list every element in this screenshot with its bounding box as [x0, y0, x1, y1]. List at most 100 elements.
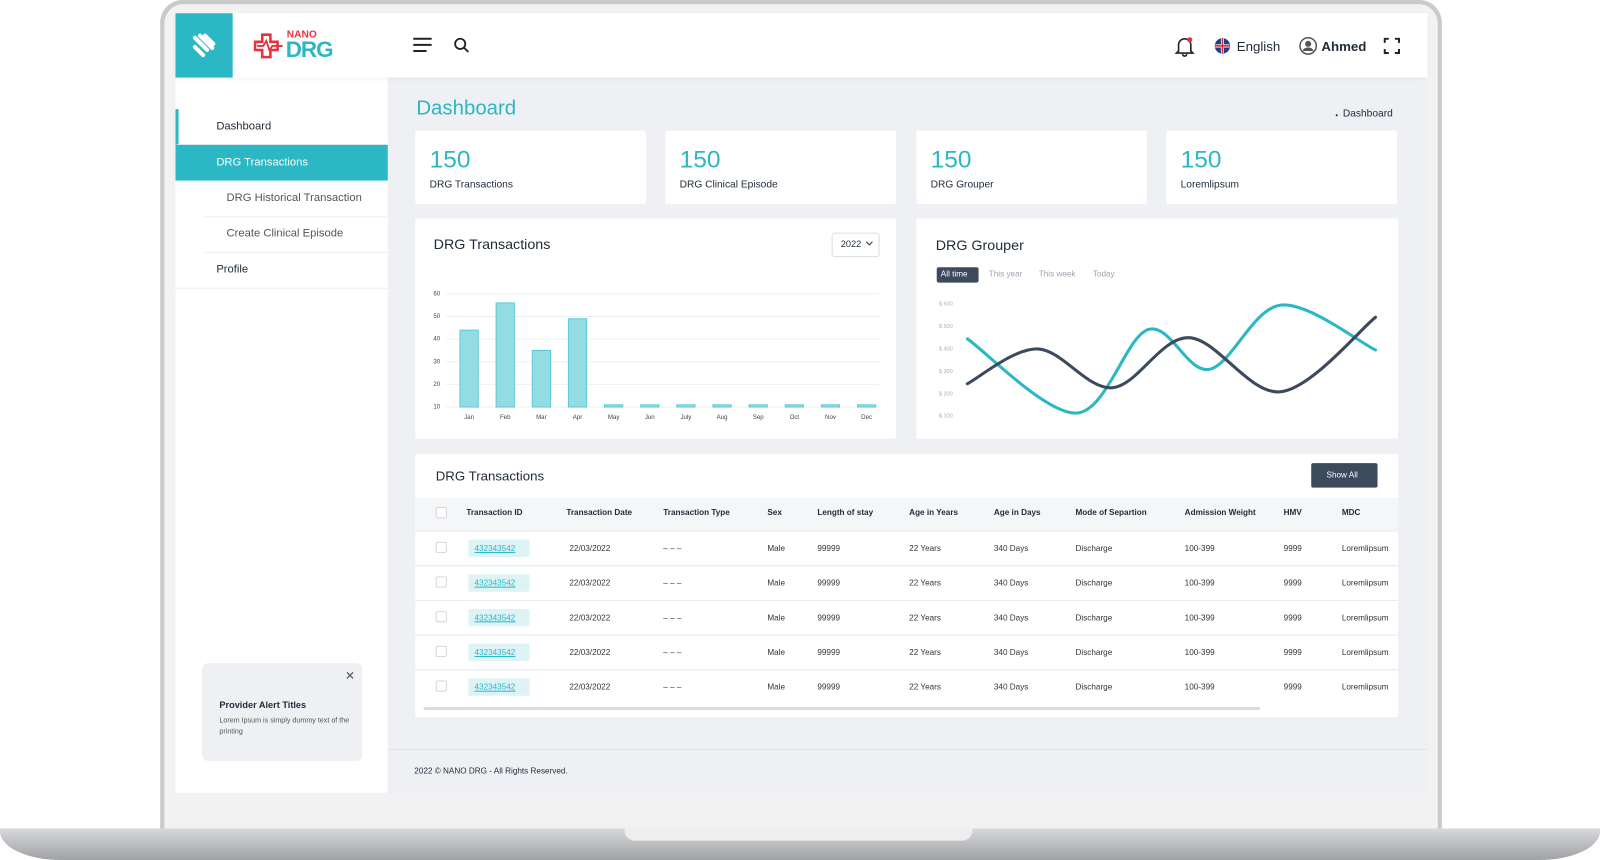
table-cell: Discharge — [1075, 647, 1113, 658]
table-cell: Male — [767, 543, 786, 553]
transaction-id-link[interactable]: 432343542 — [474, 578, 516, 588]
notification-icon[interactable] — [1173, 35, 1195, 57]
id-chip[interactable] — [468, 678, 530, 696]
row-divider — [415, 669, 1398, 671]
column-header[interactable]: HMV — [1283, 508, 1302, 518]
id-chip[interactable] — [468, 643, 530, 662]
table-panel — [415, 453, 1398, 718]
footer-line — [387, 748, 1428, 750]
logo-icon — [192, 33, 216, 58]
table-cell: Loremlipsum — [1341, 647, 1389, 658]
table-cell: – – – — [663, 543, 682, 553]
table-cell: 340 Days — [993, 682, 1029, 692]
table-scrollbar[interactable] — [423, 706, 1261, 711]
laptop-notch — [624, 828, 973, 841]
logo-square[interactable] — [175, 13, 233, 78]
transaction-id-link[interactable]: 432343542 — [474, 682, 516, 692]
submenu-item[interactable] — [204, 181, 388, 218]
column-header[interactable]: Transaction ID — [466, 508, 523, 518]
column-header[interactable]: Length of stay — [817, 508, 874, 518]
column-header[interactable]: MDC — [1341, 508, 1361, 518]
table-cell: 100-399 — [1184, 613, 1215, 623]
menu-label[interactable]: Profile — [216, 263, 249, 276]
row-checkbox[interactable] — [435, 680, 447, 692]
language[interactable]: English — [1236, 38, 1281, 55]
brand-small: NANO — [286, 29, 317, 41]
fullscreen-icon[interactable] — [1383, 37, 1400, 55]
submenu-item[interactable] — [204, 216, 388, 254]
row-divider — [415, 530, 1398, 532]
show-all-button[interactable] — [1311, 463, 1378, 488]
menu-label[interactable]: Dashboard — [216, 120, 272, 133]
submenu-arrow-label[interactable]: Create Clinical Episode — [226, 227, 344, 240]
column-header[interactable]: Transaction Date — [566, 508, 633, 518]
stat-card — [415, 130, 646, 205]
table-cell: – – – — [663, 647, 682, 658]
table-cell: 22 Years — [909, 613, 941, 623]
menu-item[interactable] — [175, 109, 388, 145]
user-name[interactable]: Ahmed — [1321, 38, 1367, 55]
header-checkbox[interactable] — [435, 507, 447, 519]
submenu-arrow-label[interactable]: DRG Historical Transaction — [226, 191, 362, 205]
table-cell: Discharge — [1075, 682, 1113, 692]
table-cell: 22 Years — [909, 543, 941, 553]
page-title: Dashboard — [416, 96, 517, 120]
alert-title: Provider Alert Titles — [219, 699, 307, 711]
tab-active-bg[interactable] — [936, 267, 979, 283]
tab-active[interactable]: All time — [940, 269, 968, 279]
table-cell: Loremlipsum — [1341, 543, 1389, 553]
table-cell: 340 Days — [993, 578, 1029, 588]
table-cell: Loremlipsum — [1341, 682, 1389, 692]
row-checkbox[interactable] — [435, 611, 447, 623]
tab[interactable]: This week — [1038, 269, 1076, 279]
row-divider — [415, 565, 1398, 567]
table-cell: 22/03/2022 — [569, 578, 611, 588]
table-cell: 99999 — [817, 613, 841, 623]
footer: 2022 © NANO DRG - All Rights Reserved. — [414, 766, 568, 776]
column-header[interactable]: Age in Years — [909, 508, 959, 518]
table-cell: 9999 — [1283, 647, 1302, 658]
table-cell: Discharge — [1075, 613, 1113, 623]
column-header[interactable]: Transaction Type — [663, 508, 730, 518]
year-select[interactable] — [831, 232, 880, 258]
flag-icon — [1214, 38, 1231, 54]
column-header[interactable]: Admission Weight — [1184, 508, 1256, 518]
table-cell: 100-399 — [1184, 647, 1215, 658]
menu-item[interactable] — [175, 252, 388, 289]
table-cell: 9999 — [1283, 578, 1302, 588]
table-cell: 22 Years — [909, 647, 941, 658]
alert-close[interactable] — [346, 671, 354, 679]
column-header[interactable]: Sex — [767, 508, 782, 518]
table-cell: Male — [767, 578, 786, 588]
id-chip[interactable] — [468, 609, 530, 627]
line-chart-title: DRG Grouper — [935, 236, 1024, 254]
menu-label[interactable]: DRG Transactions — [216, 156, 309, 169]
column-header[interactable]: Mode of Separtion — [1075, 508, 1147, 518]
transaction-id-link[interactable]: 432343542 — [474, 613, 516, 623]
table-cell: 340 Days — [993, 613, 1029, 623]
table-cell: Discharge — [1075, 578, 1113, 588]
stat-label: DRG Clinical Episode — [679, 179, 778, 191]
transaction-id-link[interactable]: 432343542 — [474, 543, 516, 553]
table-cell: 9999 — [1283, 682, 1302, 692]
column-header[interactable]: Age in Days — [993, 508, 1041, 518]
stat-value: 150 — [679, 145, 721, 174]
tab[interactable]: Today — [1092, 269, 1115, 279]
table-cell: 100-399 — [1184, 682, 1215, 692]
row-checkbox[interactable] — [435, 576, 447, 588]
tab[interactable]: This year — [988, 269, 1023, 279]
alert-box: Provider Alert Titles Lorem Ipsum is sim… — [202, 663, 363, 762]
table-cell: 99999 — [817, 543, 841, 553]
year-select-value[interactable]: 2022 — [840, 238, 862, 249]
table-cell: 9999 — [1283, 613, 1302, 623]
row-checkbox[interactable] — [435, 541, 447, 553]
transaction-id-link[interactable]: 432343542 — [474, 647, 516, 658]
id-chip[interactable] — [468, 539, 530, 558]
row-checkbox[interactable] — [435, 645, 447, 658]
header-icons-left[interactable] — [410, 36, 471, 56]
breadcrumb[interactable]: Dashboard — [1342, 108, 1393, 120]
show-all-label[interactable]: Show All — [1326, 470, 1358, 480]
menu-item-active[interactable] — [175, 144, 388, 181]
id-chip[interactable] — [468, 574, 530, 592]
